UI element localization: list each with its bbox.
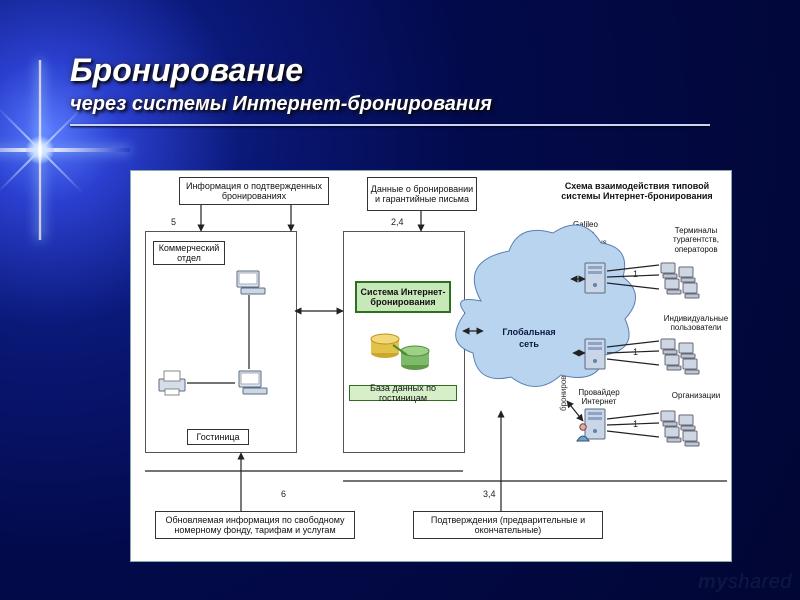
svg-text:Глобальная: Глобальная — [502, 327, 555, 337]
server-with-person-icon — [577, 409, 605, 441]
slide: Бронирование через системы Интернет-брон… — [0, 0, 800, 600]
cloud-icon: Глобальная сеть — [456, 225, 636, 387]
pc-icon — [239, 371, 267, 394]
arrows — [145, 205, 727, 511]
page-title: Бронирование — [70, 52, 710, 89]
terminals-cluster-icon — [661, 339, 699, 374]
server-icon — [585, 263, 605, 293]
diagram-svg: Глобальная сеть — [131, 171, 731, 561]
terminals-cluster-icon — [661, 263, 699, 298]
server-icon — [585, 339, 605, 369]
terminals-cluster-icon — [661, 411, 699, 446]
title-block: Бронирование через системы Интернет-брон… — [70, 52, 710, 126]
watermark-bold: my — [698, 571, 728, 593]
diagram-panel: Информация о подтвержденных бронирования… — [130, 170, 732, 562]
watermark-rest: shared — [728, 571, 792, 593]
page-subtitle: через системы Интернет-бронирования — [70, 93, 710, 116]
title-underline — [70, 124, 710, 126]
printer-icon — [159, 371, 185, 395]
svg-text:сеть: сеть — [519, 339, 539, 349]
pc-icon — [237, 271, 265, 294]
watermark: myshared — [698, 571, 792, 594]
db-cylinders-icon — [371, 334, 429, 370]
